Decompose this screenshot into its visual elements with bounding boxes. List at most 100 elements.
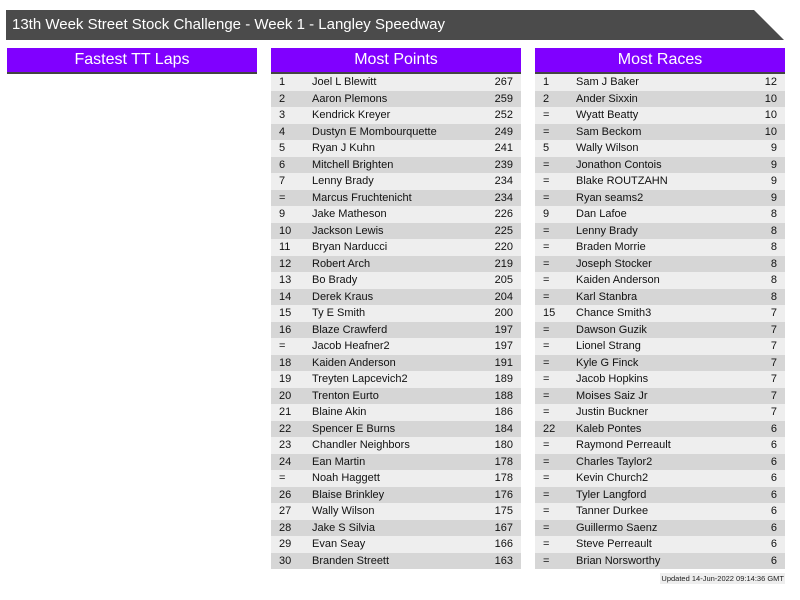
table-row: = Blake ROUTZAHN 9 — [535, 173, 785, 190]
cell-name: Chandler Neighbors — [312, 439, 410, 451]
cell-rank: = — [543, 323, 550, 336]
cell-name: Dustyn E Mombourquette — [312, 125, 437, 138]
cell-rank: 2 — [543, 92, 550, 105]
cell-rank: 18 — [279, 356, 292, 369]
cell-name: Brian Norsworthy — [576, 554, 661, 567]
cell-name: Kaiden Anderson — [576, 274, 660, 286]
cell-name: Wally Wilson — [576, 142, 639, 154]
cell-rank: = — [543, 521, 550, 534]
cell-val: 6 — [770, 505, 777, 517]
cell-rank: 24 — [279, 455, 292, 468]
cell-val: 8 — [770, 224, 777, 237]
cell-val: 219 — [494, 257, 513, 270]
cell-rank: = — [279, 191, 286, 204]
table-row: 3 Kendrick Kreyer 252 — [271, 107, 521, 124]
table-row: = Kyle G Finck 7 — [535, 354, 785, 371]
cell-val: 10 — [764, 92, 777, 105]
cell-val: 189 — [494, 373, 513, 385]
cell-rank: 6 — [279, 158, 286, 171]
cell-val: 7 — [770, 307, 777, 319]
cell-val: 6 — [770, 488, 777, 501]
table-row: = Kaiden Anderson 8 — [535, 272, 785, 289]
cell-val: 188 — [494, 389, 513, 402]
panel-most-races: Most Races 1 Sam J Baker 12 2 Ander Sixxin 10… — [535, 48, 785, 569]
table-row: 7 Lenny Brady 234 — [271, 173, 521, 190]
cell-name: Justin Buckner — [576, 406, 649, 418]
cell-name: Joel L Blewitt — [312, 76, 377, 88]
cell-val: 6 — [770, 521, 777, 534]
cell-name: Jake S Silvia — [312, 521, 375, 534]
cell-name: Sam J Baker — [576, 76, 639, 88]
cell-val: 241 — [494, 142, 513, 154]
cell-rank: = — [543, 274, 550, 286]
cell-rank: 29 — [279, 538, 292, 550]
panel-header: Most Points — [271, 48, 521, 74]
table-row: 26 Blaise Brinkley 176 — [271, 486, 521, 503]
cell-val: 8 — [770, 208, 777, 220]
table-row: = Lenny Brady 8 — [535, 222, 785, 239]
cell-rank: 2 — [279, 92, 286, 105]
cell-val: 249 — [494, 125, 513, 138]
table-row: 5 Ryan J Kuhn 241 — [271, 140, 521, 157]
cell-val: 225 — [494, 224, 513, 237]
cell-val: 197 — [494, 340, 513, 352]
updated-timestamp: Updated 14-Jun-2022 09:14:36 GMT — [660, 573, 785, 584]
table-row: = Raymond Perreault 6 — [535, 437, 785, 454]
cell-rank: 19 — [279, 373, 292, 385]
cell-val: 167 — [494, 521, 513, 534]
table-row: = Karl Stanbra 8 — [535, 288, 785, 305]
table-row: = Jonathon Contois 9 — [535, 156, 785, 173]
cell-rank: 27 — [279, 505, 292, 517]
cell-rank: 12 — [279, 257, 292, 270]
table-row: 9 Dan Lafoe 8 — [535, 206, 785, 223]
cell-val: 6 — [770, 554, 777, 567]
cell-rank: = — [543, 455, 550, 468]
cell-val: 6 — [770, 422, 777, 435]
cell-rank: 9 — [543, 208, 550, 220]
table-row: 24 Ean Martin 178 — [271, 453, 521, 470]
cell-rank: = — [543, 125, 550, 138]
table-row: 29 Evan Seay 166 — [271, 536, 521, 553]
table-row: = Brian Norsworthy 6 — [535, 552, 785, 569]
table-row: 1 Joel L Blewitt 267 — [271, 74, 521, 91]
cell-val: 7 — [770, 373, 777, 385]
cell-val: 8 — [770, 241, 777, 253]
cell-val: 8 — [770, 290, 777, 303]
cell-rank: 14 — [279, 290, 292, 303]
table-row: 15 Chance Smith3 7 — [535, 305, 785, 322]
cell-name: Lenny Brady — [312, 175, 374, 187]
cell-name: Tyler Langford — [576, 488, 647, 501]
table-row: = Dawson Guzik 7 — [535, 321, 785, 338]
cell-rank: = — [543, 158, 550, 171]
table-row: 21 Blaine Akin 186 — [271, 404, 521, 421]
cell-val: 9 — [770, 191, 777, 204]
table-row: 9 Jake Matheson 226 — [271, 206, 521, 223]
cell-name: Branden Streett — [312, 554, 390, 567]
table-row: = Kevin Church2 6 — [535, 470, 785, 487]
cell-name: Dawson Guzik — [576, 323, 647, 336]
cell-rank: = — [543, 472, 550, 484]
table-row: = Marcus Fruchtenicht 234 — [271, 189, 521, 206]
cell-name: Steve Perreault — [576, 538, 652, 550]
cell-val: 186 — [494, 406, 513, 418]
cell-val: 8 — [770, 274, 777, 286]
cell-name: Derek Kraus — [312, 290, 374, 303]
cell-val: 163 — [494, 554, 513, 567]
table-row: = Wyatt Beatty 10 — [535, 107, 785, 124]
cell-val: 9 — [770, 175, 777, 187]
table-row: 23 Chandler Neighbors 180 — [271, 437, 521, 454]
panel-fastest-tt-laps: Fastest TT Laps — [7, 48, 257, 74]
cell-val: 220 — [494, 241, 513, 253]
cell-val: 166 — [494, 538, 513, 550]
table-row: = Tanner Durkee 6 — [535, 503, 785, 520]
cell-rank: = — [543, 406, 550, 418]
cell-val: 7 — [770, 323, 777, 336]
cell-name: Chance Smith3 — [576, 307, 652, 319]
cell-rank: = — [543, 175, 550, 187]
cell-rank: = — [543, 389, 550, 402]
cell-name: Karl Stanbra — [576, 290, 638, 303]
cell-name: Blaise Brinkley — [312, 488, 385, 501]
cell-rank: 10 — [279, 224, 292, 237]
table-row: 22 Kaleb Pontes 6 — [535, 420, 785, 437]
cell-name: Bo Brady — [312, 274, 358, 286]
